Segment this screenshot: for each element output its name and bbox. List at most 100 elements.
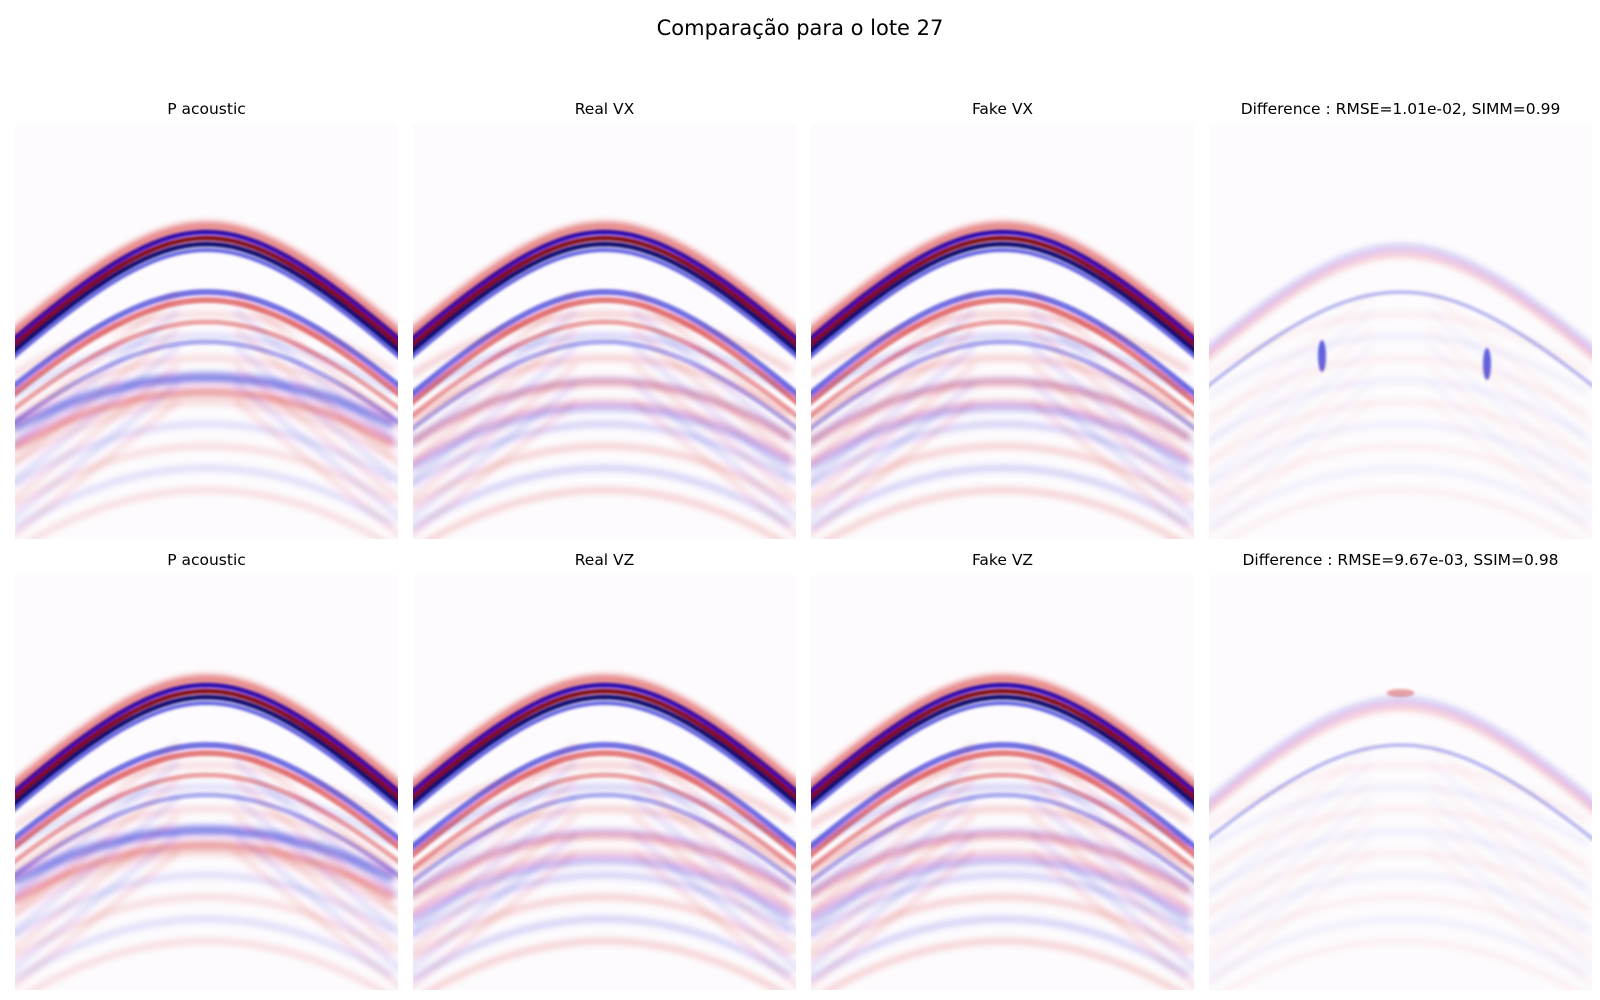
subplot-panel: Fake VX <box>811 100 1194 539</box>
wavefront <box>15 345 179 484</box>
wavefront <box>1209 377 1588 443</box>
wavefront <box>15 387 395 451</box>
wavefront <box>413 856 793 924</box>
seismic-heatmap <box>15 124 398 539</box>
wavefront <box>15 355 394 421</box>
seismic-heatmap <box>811 124 1194 539</box>
wavefront <box>15 311 394 377</box>
wavefront <box>413 700 796 812</box>
wavefront <box>413 403 793 471</box>
subplot-title: Fake VZ <box>971 551 1034 569</box>
wavefront <box>811 311 1190 377</box>
wavefront <box>413 772 796 872</box>
seismic-heatmap <box>1209 575 1592 990</box>
wavefront <box>15 465 394 531</box>
wavefront <box>426 938 783 990</box>
wavefront <box>413 443 792 509</box>
wavefront <box>811 296 1194 406</box>
wavefront <box>413 241 796 354</box>
wavefront <box>15 247 398 359</box>
wavefront <box>413 229 796 342</box>
wavefront <box>15 229 398 342</box>
wavefront <box>15 772 398 865</box>
wavefront <box>1209 696 1592 806</box>
wavefront <box>811 355 1190 421</box>
wavefront <box>234 363 398 502</box>
wavefront <box>811 762 1190 828</box>
wavefront <box>413 421 792 487</box>
subplot-panel: Real VX <box>413 100 796 539</box>
wavefront <box>413 762 792 828</box>
wavefront <box>15 221 398 338</box>
wavefront <box>15 872 394 938</box>
wavefront <box>15 443 394 509</box>
wavefront <box>811 421 1190 487</box>
wavefront <box>413 796 577 935</box>
wavefront <box>15 894 394 960</box>
wavefront <box>15 916 394 982</box>
wavefront <box>413 319 796 419</box>
wavefront <box>413 235 796 348</box>
wavefront <box>1209 443 1588 509</box>
wavefront <box>413 694 796 807</box>
wavefront <box>413 378 793 446</box>
wavefront <box>15 399 394 465</box>
wavefront <box>15 674 398 791</box>
wavefront <box>15 319 398 412</box>
wavefront <box>15 241 398 354</box>
seismic-heatmap <box>15 575 398 990</box>
subplot-title: Real VX <box>574 100 635 118</box>
wavefront <box>1030 796 1194 935</box>
wavefront <box>1222 938 1579 990</box>
wavefront <box>413 872 792 938</box>
seismic-heatmap <box>811 575 1194 990</box>
wavefront <box>413 399 792 465</box>
seismic-heatmap <box>413 124 796 539</box>
wavefront <box>1209 894 1588 960</box>
wavefront <box>28 487 385 539</box>
wavefront <box>413 355 792 421</box>
wavefront <box>811 772 1194 872</box>
wavefront <box>413 247 796 359</box>
wavefront <box>15 235 398 348</box>
wavefront <box>811 796 975 935</box>
wavefront <box>811 916 1190 982</box>
wavefront <box>1209 916 1588 982</box>
wavefront <box>413 288 796 398</box>
wavefront <box>413 828 792 894</box>
wavefront <box>811 288 1194 398</box>
wavefront <box>811 333 1190 399</box>
wavefront <box>28 938 385 990</box>
wavefront <box>413 688 796 801</box>
wavefront <box>15 694 398 807</box>
wavefront <box>1209 311 1588 377</box>
wavefront <box>413 465 792 531</box>
wavefront <box>811 319 1194 419</box>
wavefront <box>1209 243 1592 353</box>
wavefront <box>234 814 398 953</box>
wavefront <box>15 363 179 502</box>
wavefront <box>811 694 1194 807</box>
wavefront <box>1209 850 1588 916</box>
wavefront <box>811 399 1190 465</box>
wavefront <box>811 221 1194 338</box>
wavefront <box>632 345 796 484</box>
wavefront <box>1222 487 1579 539</box>
wavefront <box>1209 784 1588 850</box>
wavefront <box>413 345 577 484</box>
wavefront <box>15 682 398 795</box>
wavefront <box>811 247 1194 359</box>
wavefront <box>811 894 1190 960</box>
wavefront <box>413 792 796 885</box>
wavefront <box>15 749 398 851</box>
wavefront <box>15 296 398 398</box>
wavefront <box>413 674 796 791</box>
wavefront <box>811 378 1191 446</box>
wavefront <box>1209 806 1588 872</box>
wavefront <box>811 674 1194 791</box>
wavefront <box>811 700 1194 812</box>
wavefront <box>15 688 398 801</box>
wavefront <box>15 840 395 904</box>
wavefront <box>15 700 398 812</box>
wavefront <box>811 831 1191 899</box>
